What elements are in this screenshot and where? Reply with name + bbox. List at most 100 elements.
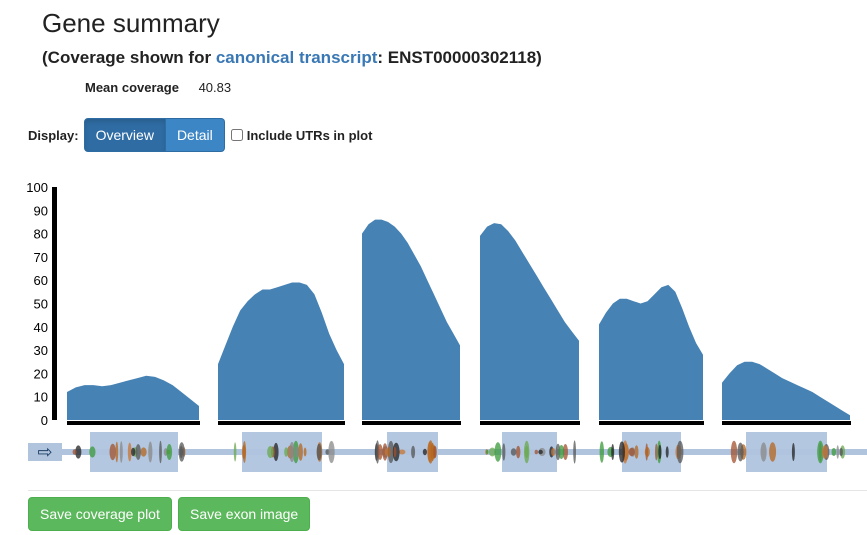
variant-marker — [131, 447, 136, 457]
variant-marker — [115, 441, 119, 463]
exon-bar-6 — [722, 421, 851, 425]
y-tick-label: 30 — [34, 343, 48, 358]
variant-marker — [618, 441, 626, 463]
variant-marker — [298, 443, 303, 461]
include-utrs-label: Include UTRs in plot — [246, 127, 373, 143]
variant-marker — [831, 448, 837, 456]
divider — [28, 490, 867, 491]
variant-marker — [75, 445, 82, 459]
y-tick-label: 0 — [41, 413, 48, 428]
display-label: Display: — [28, 127, 79, 143]
include-utrs-option[interactable]: Include UTRs in plot — [230, 127, 373, 143]
variant-marker — [599, 441, 604, 463]
variant-marker — [109, 443, 116, 461]
variant-marker — [836, 445, 839, 459]
exon-bar-5 — [599, 421, 704, 425]
variant-marker — [839, 447, 843, 457]
variant-marker — [665, 446, 669, 458]
coverage-areas — [67, 219, 850, 420]
variant-marker — [89, 446, 96, 458]
variant-marker — [242, 441, 247, 463]
variant-marker — [488, 447, 496, 457]
y-tick-label: 80 — [34, 227, 48, 242]
overview-button[interactable]: Overview — [83, 118, 166, 152]
coverage-area-exon-5 — [599, 284, 703, 420]
variant-marker — [516, 445, 521, 459]
variant-marker — [398, 449, 406, 455]
include-utrs-checkbox[interactable] — [230, 129, 243, 141]
y-tick-label: 70 — [34, 250, 48, 265]
display-controls: Display: Overview Detail Include UTRs in… — [28, 118, 372, 152]
variant-marker — [422, 448, 427, 456]
variant-marker — [433, 445, 437, 459]
variant-marker — [634, 445, 639, 459]
transcript-track: ⇨ — [28, 432, 867, 472]
variant-marker — [303, 447, 307, 457]
variant-marker — [494, 442, 502, 462]
variant-marker — [179, 445, 183, 459]
variant-marker — [676, 440, 684, 464]
y-tick-label: 50 — [34, 297, 48, 312]
variant-marker — [316, 443, 322, 461]
variant-marker — [769, 442, 777, 462]
coverage-area-exon-3 — [362, 219, 460, 420]
y-tick-label: 10 — [34, 390, 48, 405]
variant-marker — [538, 449, 543, 455]
coverage-area-exon-2 — [218, 282, 344, 420]
variant-marker — [628, 447, 635, 457]
canonical-transcript-link[interactable]: canonical transcript — [215, 48, 378, 67]
variant-marker — [427, 440, 434, 464]
mean-coverage-value: 40.83 — [198, 80, 232, 95]
arrow-right-icon: ⇨ — [37, 442, 52, 463]
y-tick-label: 90 — [34, 203, 48, 218]
variant-marker — [573, 440, 576, 464]
exon-box-6 — [746, 432, 827, 472]
y-tick-label: 60 — [34, 273, 48, 288]
variant-marker — [611, 444, 615, 460]
variant-marker — [233, 442, 237, 462]
variant-marker — [411, 445, 416, 459]
y-axis-line — [52, 187, 57, 420]
variant-marker — [655, 443, 658, 461]
variant-marker — [273, 442, 279, 462]
variant-marker — [295, 446, 299, 458]
save-exon-image-button[interactable]: Save exon image — [178, 497, 311, 531]
transcript-line — [28, 449, 867, 455]
page-subtitle: (Coverage shown for canonical transcript… — [42, 48, 542, 68]
detail-button[interactable]: Detail — [165, 118, 225, 152]
variant-marker — [486, 449, 489, 455]
exon-bars — [67, 421, 851, 425]
variant-marker — [730, 440, 738, 464]
variant-marker — [159, 440, 162, 464]
variant-marker — [328, 440, 335, 464]
coverage-area-exon-1 — [67, 375, 199, 420]
variant-marker — [555, 443, 561, 461]
variant-marker — [502, 443, 506, 461]
save-coverage-plot-button[interactable]: Save coverage plot — [28, 497, 172, 531]
coverage-area-exon-4 — [480, 223, 579, 420]
variant-marker — [119, 441, 123, 463]
variant-marker — [822, 445, 828, 459]
exon-bar-4 — [480, 421, 580, 425]
variant-marker — [644, 446, 650, 458]
subtitle-suffix: : ENST00000302118) — [377, 48, 542, 67]
variant-marker — [562, 444, 569, 460]
variant-marker — [127, 442, 132, 462]
variant-marker — [387, 440, 394, 464]
y-tick-label: 20 — [34, 366, 48, 381]
y-tick-label: 100 — [26, 180, 48, 195]
variant-marker — [267, 446, 274, 458]
variant-marker — [524, 446, 529, 458]
exon-bar-3 — [362, 421, 461, 425]
subtitle-prefix: (Coverage shown for — [42, 48, 216, 67]
variant-marker — [148, 441, 153, 463]
exon-bar-1 — [67, 421, 200, 425]
mean-coverage-stat: Mean coverage 40.83 — [85, 80, 231, 95]
variant-marker — [760, 442, 767, 462]
variant-marker — [817, 440, 824, 464]
variant-marker — [393, 446, 397, 458]
mean-coverage-label: Mean coverage — [85, 80, 179, 95]
variant-marker — [284, 447, 288, 457]
